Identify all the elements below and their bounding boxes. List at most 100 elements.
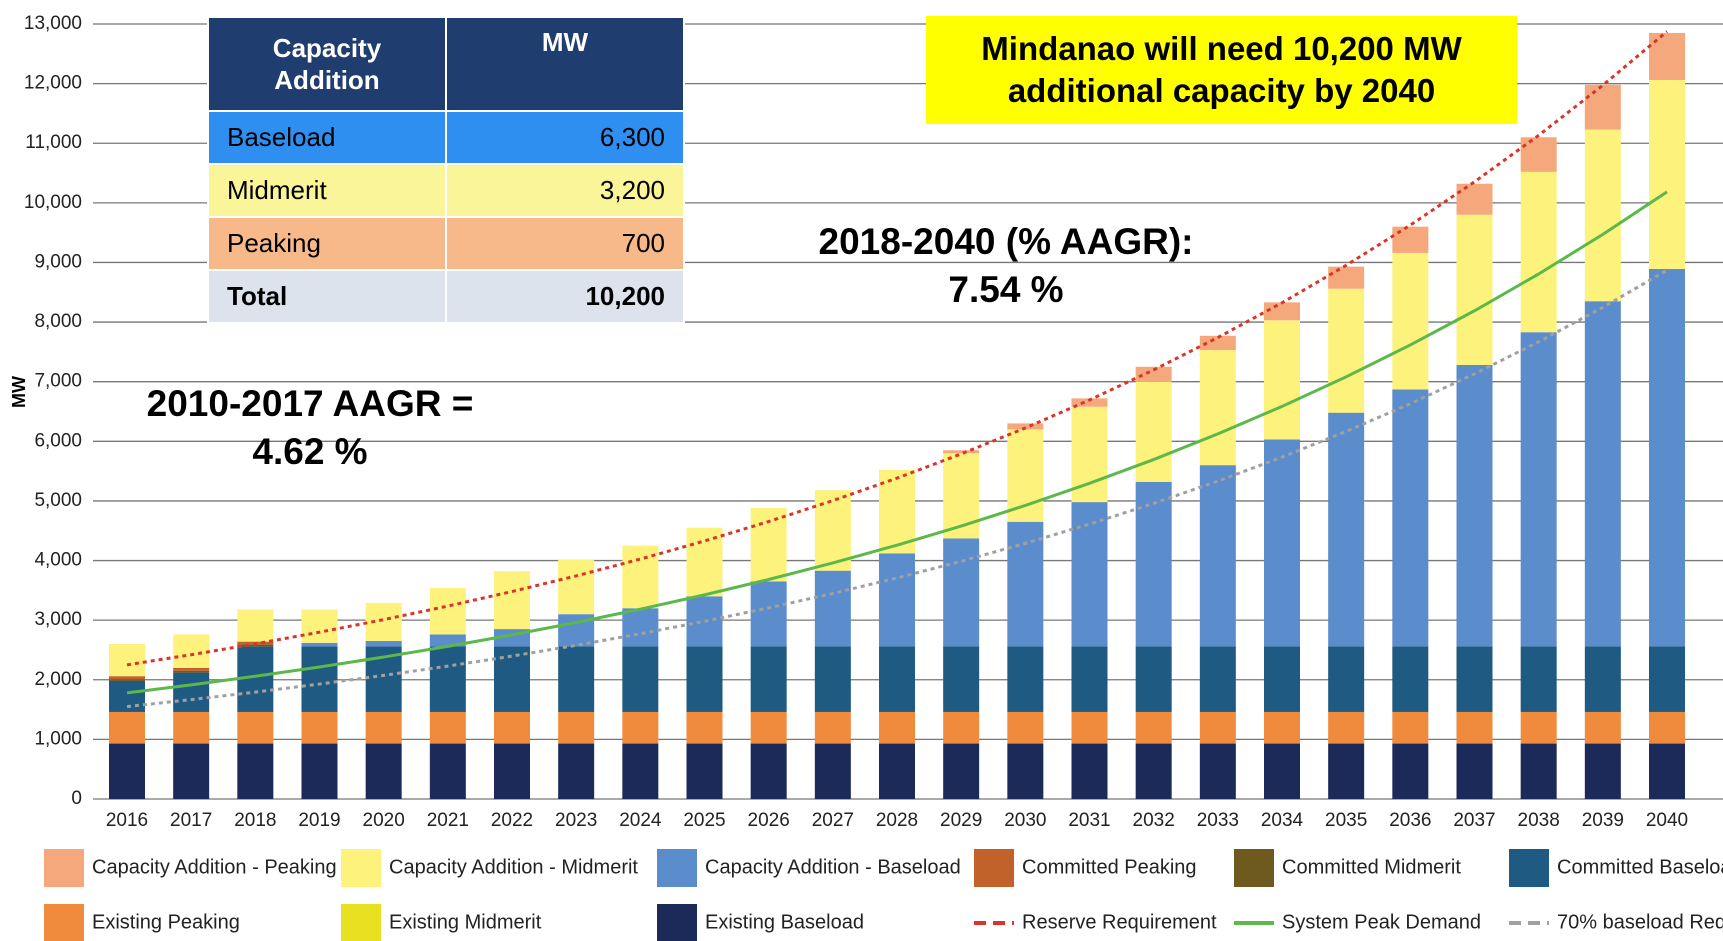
legend-swatch [657, 904, 697, 941]
y-tick-label: 7,000 [34, 371, 82, 392]
bar-segment [1584, 129, 1621, 302]
bar-segment [1135, 646, 1172, 712]
bar-segment [109, 711, 145, 744]
bar-segment [1328, 711, 1365, 744]
bar-segment [1007, 743, 1044, 799]
x-tick-label: 2023 [555, 810, 597, 831]
legend-swatch [974, 849, 1014, 887]
bar-segment [1649, 646, 1685, 712]
bar-segment [173, 634, 210, 668]
bar-segment [1264, 320, 1300, 440]
bar-segment [429, 743, 466, 799]
bar-segment [1456, 183, 1493, 215]
bar-segment [1199, 743, 1236, 799]
bar-segment [686, 743, 723, 799]
header-cell: MW [445, 16, 685, 112]
table-header: Capacity Addition MW [207, 16, 685, 112]
bar-segment [1199, 465, 1236, 647]
bar-segment [1456, 743, 1493, 799]
x-tick-label: 2038 [1518, 810, 1560, 831]
bar-segment [365, 743, 402, 799]
bar-segment [879, 711, 915, 744]
legend-label: Capacity Addition - Baseload [705, 856, 961, 878]
bar-segment [879, 646, 915, 712]
x-tick-label: 2031 [1068, 810, 1110, 831]
legend-label: 70% baseload Reqt [1557, 911, 1723, 933]
bar-segment [879, 469, 915, 554]
bar-segment [1392, 711, 1429, 744]
x-tick-label: 2036 [1389, 810, 1431, 831]
bar-segment [1007, 423, 1044, 430]
bar-segment [1007, 711, 1044, 744]
bar-segment [1071, 646, 1108, 712]
bar-segment [814, 646, 851, 712]
y-tick-label: 2,000 [34, 669, 82, 690]
cell: Baseload [207, 110, 447, 165]
x-tick-label: 2024 [619, 810, 662, 831]
table-row: Baseload 6,300 [207, 110, 685, 165]
bar-segment [301, 646, 338, 712]
bar-segment [1520, 171, 1557, 333]
y-tick-label: 6,000 [34, 430, 82, 451]
bar-segment [1649, 711, 1685, 744]
bar-segment [1135, 366, 1172, 382]
bar-segment [1456, 646, 1493, 712]
x-tick-label: 2027 [812, 810, 854, 831]
y-tick-label: 13,000 [24, 13, 82, 34]
bar-segment [1392, 743, 1429, 799]
legend-label: Reserve Requirement [1022, 911, 1217, 933]
bar-segment [494, 711, 530, 744]
bar-segment [365, 602, 402, 642]
bar-segment [1456, 365, 1493, 647]
annotation-text: 4.62 % [252, 431, 368, 472]
legend-swatch [657, 849, 697, 887]
x-tick-label: 2035 [1325, 810, 1367, 831]
legend-swatch [44, 849, 84, 887]
x-tick-label: 2018 [234, 810, 276, 831]
legend-swatch [1234, 849, 1274, 887]
legend-swatch [1509, 849, 1549, 887]
annotation-box: Mindanao will need 10,200 MW additional … [926, 16, 1517, 124]
bar-segment [686, 646, 723, 712]
bar-segment [622, 646, 659, 712]
bar-segment [173, 743, 210, 799]
x-tick-label: 2030 [1004, 810, 1046, 831]
bar-segment [1071, 398, 1108, 407]
bar-segment [1520, 743, 1557, 799]
x-tick-label: 2034 [1261, 810, 1304, 831]
bar-segment [1264, 711, 1300, 744]
y-tick-label: 4,000 [34, 550, 82, 571]
bar-segment [429, 646, 466, 712]
annotation-text: 7.54 % [948, 269, 1064, 310]
bar-segment [237, 743, 274, 799]
y-tick-label: 3,000 [34, 609, 82, 630]
table-row: Total 10,200 [207, 269, 685, 324]
x-tick-label: 2019 [298, 810, 340, 831]
bar-segment [558, 743, 595, 799]
y-axis-label: MW [9, 376, 29, 408]
bar-segment [173, 711, 210, 744]
bar-segment [1392, 389, 1429, 647]
bar-segment [1456, 214, 1493, 365]
x-tick-label: 2020 [363, 810, 405, 831]
legend-label: System Peak Demand [1282, 911, 1481, 933]
bar-segment [173, 667, 210, 671]
bar-segment [943, 743, 980, 799]
bar-segment [429, 711, 466, 744]
line-series [126, 30, 1668, 667]
annotation-text: 2018-2040 (% AAGR): [818, 221, 1194, 262]
bar-segment [1328, 646, 1365, 712]
bar-segment [1520, 711, 1557, 744]
x-tick-label: 2040 [1646, 810, 1688, 831]
bar-segment [1007, 646, 1044, 712]
bar-segment [943, 711, 980, 744]
y-tick-label: 12,000 [24, 73, 82, 94]
bar-segment [879, 743, 915, 799]
legend-swatch [341, 904, 381, 941]
y-tick-label: 11,000 [25, 132, 82, 153]
bar-segment [1328, 288, 1365, 413]
cell: Midmerit [207, 163, 447, 218]
line-series [126, 268, 1668, 709]
bar-segment [1520, 332, 1557, 647]
